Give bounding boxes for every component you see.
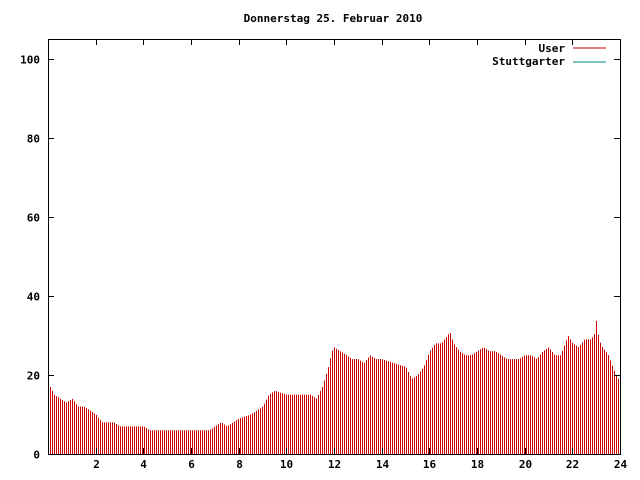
x-tick-label: 2 xyxy=(93,458,100,471)
x-tick-label: 22 xyxy=(566,458,579,471)
x-tick-label: 6 xyxy=(188,458,195,471)
legend: User Stuttgarter xyxy=(492,42,606,68)
x-tick-label: 20 xyxy=(519,458,532,471)
x-tick-label: 12 xyxy=(328,458,341,471)
y-tick-label: 100 xyxy=(20,54,40,67)
x-tick-label: 24 xyxy=(614,458,628,471)
y-tick-label: 0 xyxy=(33,449,40,462)
x-tick-label: 18 xyxy=(471,458,484,471)
bars-layer xyxy=(48,320,621,454)
x-tick-label: 4 xyxy=(140,458,147,471)
x-tick-label: 14 xyxy=(376,458,390,471)
legend-label-user: User xyxy=(539,42,566,55)
y-tick-label: 80 xyxy=(27,133,40,146)
y-tick-label: 60 xyxy=(27,212,40,225)
chart-title: Donnerstag 25. Februar 2010 xyxy=(244,12,423,25)
x-tick-label: 16 xyxy=(423,458,437,471)
legend-label-stuttgarter: Stuttgarter xyxy=(492,55,565,68)
y-tick-label: 40 xyxy=(27,291,40,304)
x-tick-label: 10 xyxy=(280,458,293,471)
x-tick-label: 8 xyxy=(236,458,243,471)
y-tick-label: 20 xyxy=(27,370,40,383)
